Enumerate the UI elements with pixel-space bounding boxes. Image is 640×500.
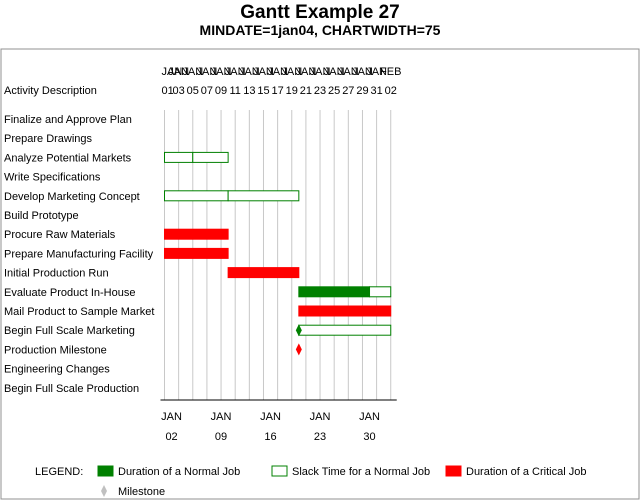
- slack-bar: [369, 286, 392, 298]
- legend-normal-swatch: [97, 465, 114, 477]
- legend-normal-label: Duration of a Normal Job: [118, 466, 240, 478]
- top-axis-month-label: JAN: [253, 66, 274, 78]
- critical-bar: [164, 247, 229, 259]
- top-axis-month-label: JAN: [168, 66, 189, 78]
- activity-label: Begin Full Scale Production: [4, 383, 139, 395]
- bottom-axis-month-label: JAN: [211, 411, 232, 423]
- activity-label: Analyze Potential Markets: [4, 152, 132, 164]
- gridlines: [164, 110, 392, 400]
- legend: LEGEND: Duration of a Normal Job Slack Tim…: [35, 465, 586, 498]
- activity-label: Prepare Manufacturing Facility: [4, 248, 154, 260]
- top-axis-day-label: 15: [257, 85, 269, 97]
- critical-milestone-marker: [295, 343, 302, 356]
- activity-label: Develop Marketing Concept: [4, 191, 140, 203]
- slack-bar: [227, 190, 300, 202]
- top-axis-day-label: 05: [187, 85, 199, 97]
- activity-label: Mail Product to Sample Market: [4, 306, 154, 318]
- top-axis-day-label: 03: [173, 85, 185, 97]
- top-axis-month-label: JAN: [162, 66, 183, 78]
- top-axis-day-label: 09: [215, 85, 227, 97]
- slack-bar: [298, 324, 392, 336]
- activity-label: Engineering Changes: [4, 364, 110, 376]
- bottom-axis-month-label: JAN: [359, 411, 380, 423]
- top-axis-day-label: 01: [162, 85, 174, 97]
- activity-label: Prepare Drawings: [4, 133, 93, 145]
- top-axis-day-label: 31: [370, 85, 382, 97]
- activity-label: Begin Full Scale Marketing: [4, 325, 135, 337]
- top-axis-day-label: 07: [201, 85, 213, 97]
- legend-milestone-label: Milestone: [118, 486, 165, 498]
- bottom-axis-day-label: 23: [314, 431, 326, 443]
- activity-label: Production Milestone: [4, 344, 107, 356]
- activity-column-header: Activity Description: [4, 85, 97, 97]
- top-axis-month-label: JAN: [267, 66, 288, 78]
- chart-frame: [0, 48, 640, 500]
- chart-subtitle: MINDATE=1jan04, CHARTWIDTH=75: [200, 22, 441, 38]
- slack-bar: [164, 190, 229, 202]
- top-axis-day-label: 23: [314, 85, 326, 97]
- top-axis-day-label: 17: [271, 85, 283, 97]
- top-axis-month-label: JAN: [197, 66, 218, 78]
- top-axis-day-label: 13: [243, 85, 255, 97]
- top-axis-month-label: JAN: [366, 66, 387, 78]
- normal-bar: [298, 286, 371, 298]
- bottom-axis-month-label: JAN: [310, 411, 331, 423]
- activity-label: Evaluate Product In-House: [4, 287, 135, 299]
- critical-bar: [227, 267, 300, 279]
- top-axis-day-label: 11: [229, 85, 240, 97]
- top-axis-month-label: JAN: [352, 66, 373, 78]
- top-axis-day-label: 21: [300, 85, 312, 97]
- top-axis: JAN 01 JAN 03 JAN 05 JAN 07 JAN 09 JAN 11 JAN 13 JAN 15…: [162, 66, 402, 97]
- top-axis-month-label: JAN: [296, 66, 317, 78]
- bottom-axis: JAN 02 JAN 09 JAN 16 JAN 23 JAN 30: [160, 399, 397, 443]
- bottom-axis-month-label: JAN: [161, 411, 182, 423]
- top-axis-day-label: 02: [385, 85, 397, 97]
- top-axis-month-label: FEB: [380, 66, 401, 78]
- critical-bar: [164, 228, 229, 240]
- bottom-axis-month-label: JAN: [260, 411, 281, 423]
- top-axis-day-label: 25: [328, 85, 340, 97]
- legend-slack-label: Slack Time for a Normal Job: [292, 466, 430, 478]
- activity-label: Initial Production Run: [4, 268, 109, 280]
- chart-title: Gantt Example 27: [240, 2, 399, 23]
- top-axis-month-label: JAN: [324, 66, 345, 78]
- top-axis-month-label: JAN: [281, 66, 302, 78]
- activity-labels: Finalize and Approve Plan Prepare Drawing…: [4, 114, 154, 395]
- top-axis-month-label: JAN: [239, 66, 260, 78]
- activity-label: Build Prototype: [4, 210, 79, 222]
- legend-critical-swatch: [445, 465, 462, 477]
- top-axis-day-label: 29: [356, 85, 368, 97]
- bottom-axis-day-label: 30: [363, 431, 375, 443]
- normal-milestone-marker: [295, 324, 302, 337]
- slack-bar: [192, 151, 229, 163]
- legend-milestone-swatch: [101, 485, 107, 497]
- bottom-axis-day-label: 16: [264, 431, 276, 443]
- top-axis-day-label: 19: [286, 85, 298, 97]
- activity-label: Procure Raw Materials: [4, 229, 116, 241]
- activity-label: Finalize and Approve Plan: [4, 114, 132, 126]
- bottom-axis-day-label: 09: [215, 431, 227, 443]
- top-axis-month-label: JAN: [211, 66, 232, 78]
- top-axis-month-label: JAN: [310, 66, 331, 78]
- bottom-axis-day-label: 02: [165, 431, 177, 443]
- activity-label: Write Specifications: [4, 172, 101, 184]
- critical-bar: [298, 305, 392, 317]
- legend-title: LEGEND:: [35, 466, 83, 478]
- top-axis-month-label: JAN: [225, 66, 246, 78]
- legend-critical-label: Duration of a Critical Job: [466, 466, 586, 478]
- legend-slack-swatch: [271, 465, 288, 477]
- top-axis-month-label: JAN: [338, 66, 359, 78]
- slack-bar: [164, 151, 194, 163]
- schedule-bars: [164, 151, 392, 356]
- top-axis-day-label: 27: [342, 85, 354, 97]
- top-axis-month-label: JAN: [182, 66, 203, 78]
